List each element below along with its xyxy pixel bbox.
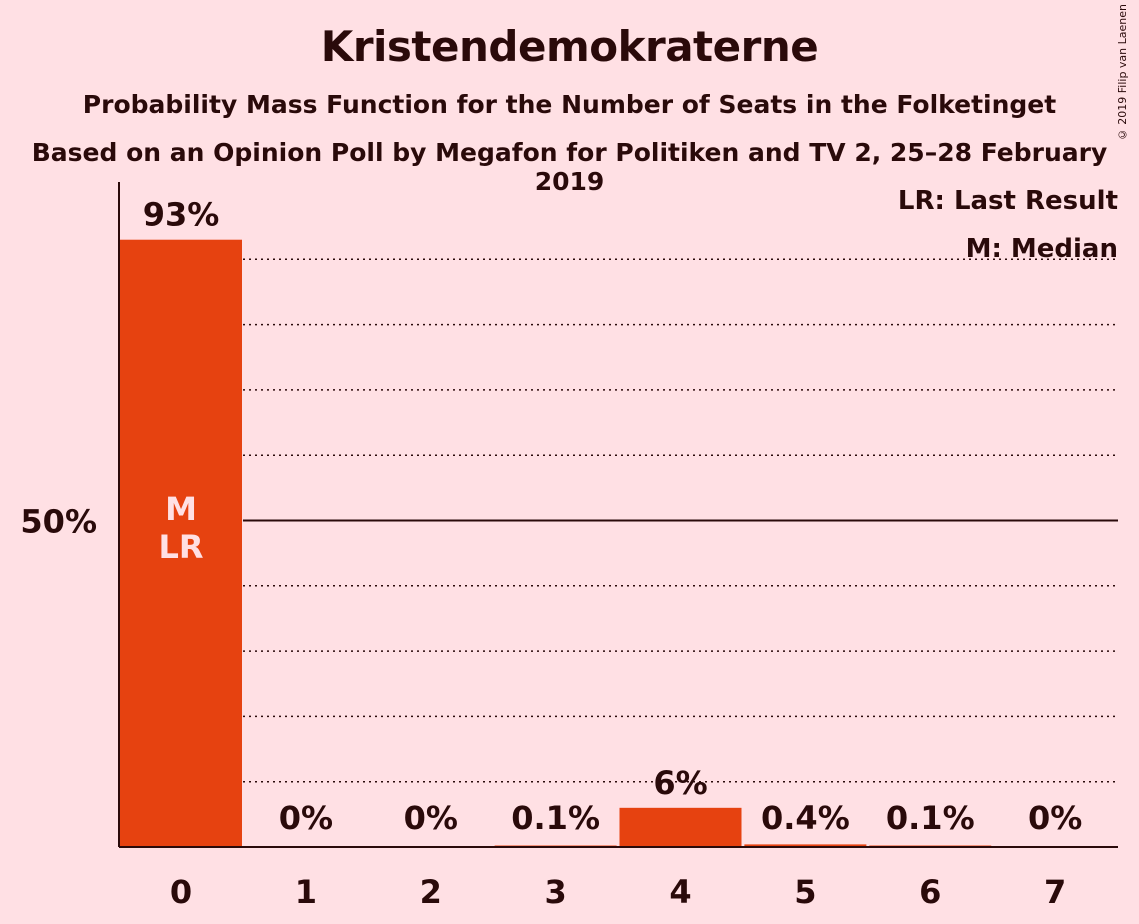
x-tick-label: 5 (794, 873, 816, 911)
bar (619, 807, 742, 847)
data-label: 0.4% (761, 799, 850, 837)
x-tick-label: 6 (919, 873, 941, 911)
data-label: 0% (279, 799, 333, 837)
x-tick-label: 1 (295, 873, 317, 911)
bar-annotation: LR (158, 528, 203, 566)
x-tick-label: 0 (170, 873, 192, 911)
chart-title: Kristendemokraterne (320, 22, 819, 71)
chart-source: Based on an Opinion Poll by Megafon for … (31, 138, 1108, 196)
chart-subtitle: Probability Mass Function for the Number… (82, 90, 1057, 119)
data-label: 6% (653, 764, 707, 802)
legend-entry: M: Median (966, 234, 1118, 264)
data-label: 0% (404, 799, 458, 837)
bar (744, 844, 867, 847)
data-label: 93% (143, 196, 220, 234)
x-tick-label: 2 (420, 873, 442, 911)
data-label: 0.1% (886, 799, 975, 837)
y-tick-label: 50% (20, 503, 97, 541)
x-tick-label: 4 (669, 873, 691, 911)
bar-annotation: M (165, 490, 197, 528)
data-label: 0% (1028, 799, 1082, 837)
bar (120, 239, 242, 847)
data-label: 0.1% (511, 799, 600, 837)
legend-entry: LR: Last Result (898, 186, 1118, 216)
x-tick-label: 3 (544, 873, 566, 911)
x-tick-label: 7 (1044, 873, 1066, 911)
